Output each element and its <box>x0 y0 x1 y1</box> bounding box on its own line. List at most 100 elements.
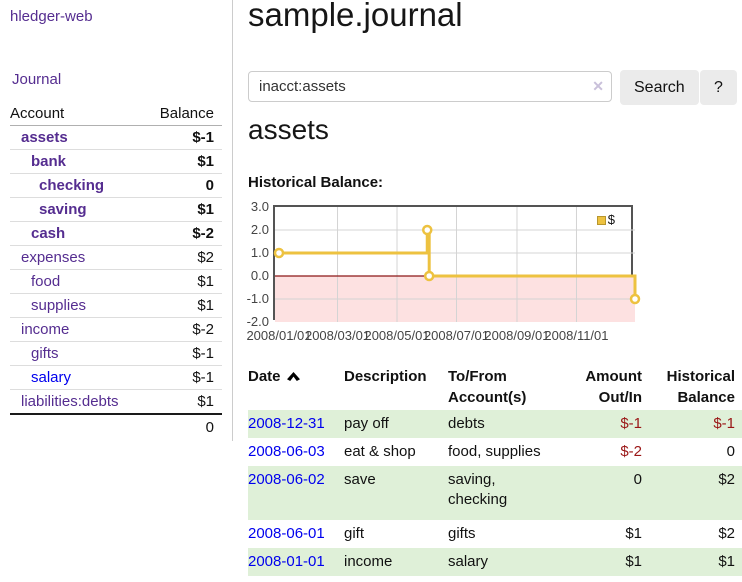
account-name-cell: gifts <box>10 341 145 366</box>
sidebar-account-link[interactable]: checking <box>39 177 105 194</box>
account-name-cell: food <box>10 269 145 294</box>
transaction-balance: $2 <box>718 525 735 542</box>
column-header-label: Description <box>344 368 427 385</box>
transaction-description: income <box>344 553 393 570</box>
sidebar-account-link[interactable]: expenses <box>21 249 86 266</box>
y-axis-tick-label: -1.0 <box>246 291 269 306</box>
transaction-description: pay off <box>344 415 389 432</box>
y-axis-tick-label: 3.0 <box>250 199 269 214</box>
accounts-total-spacer <box>10 413 145 440</box>
column-header-to-from: To/From Account(s) <box>448 363 558 410</box>
transaction-date-link[interactable]: 2008-01-01 <box>248 553 325 570</box>
y-axis-tick-label: 1.0 <box>250 245 269 260</box>
account-row: food $1 <box>10 269 222 294</box>
transaction-description: eat & shop <box>344 443 416 460</box>
account-name-cell: bank <box>10 149 145 174</box>
transaction-date-link[interactable]: 2008-06-02 <box>248 471 325 488</box>
transaction-accounts: saving, checking <box>448 471 508 508</box>
sidebar-account-link[interactable]: gifts <box>31 345 59 362</box>
historical-balance-chart: $ 3.0 2.0 1.0 0.0 -1.0 -2.0 2008/01/01 2008/03/… <box>246 199 742 355</box>
help-button[interactable]: ? <box>700 70 737 105</box>
column-header-label-line2: Balance <box>677 389 735 406</box>
account-row: saving $1 <box>10 197 222 222</box>
search-button[interactable]: Search <box>620 70 699 105</box>
sidebar-account-link[interactable]: liabilities:debts <box>21 393 119 410</box>
column-header-label: To/From <box>448 368 507 385</box>
transaction-description: save <box>344 471 376 488</box>
accounts-table: Account Balance assets $-1 bank $1 checking 0… <box>10 102 222 440</box>
account-name-cell: supplies <box>10 293 145 318</box>
x-axis-tick-label: 2008/07/01 <box>423 328 490 343</box>
sidebar-account-link[interactable]: assets <box>21 129 68 146</box>
sidebar-account-link[interactable]: food <box>31 273 61 290</box>
x-axis-tick-label: 2008/01/01 <box>246 328 312 343</box>
y-axis-tick-label: 0.0 <box>250 268 269 283</box>
data-point-marker <box>423 270 435 282</box>
column-header-description: Description <box>344 363 448 410</box>
account-row: expenses $2 <box>10 245 222 270</box>
sidebar-account-link[interactable]: supplies <box>31 297 87 314</box>
column-header-label: Historical <box>666 368 735 385</box>
account-name-cell: checking <box>10 173 145 198</box>
transaction-date-link[interactable]: 2008-06-03 <box>248 443 325 460</box>
chart-plot-area[interactable]: $ <box>273 205 641 322</box>
accounts-column-header: Account <box>10 102 145 126</box>
transaction-balance: $-1 <box>713 415 735 432</box>
search-box: ✕ <box>248 71 614 102</box>
page-title: sample.journal <box>248 0 463 33</box>
sidebar-account-link[interactable]: saving <box>39 201 87 218</box>
brand-link[interactable]: hledger-web <box>10 8 93 25</box>
transaction-accounts: food, supplies <box>448 443 541 460</box>
sidebar-account-link[interactable]: cash <box>31 225 66 242</box>
transaction-description: gift <box>344 525 365 542</box>
chart-legend: $ <box>595 212 616 227</box>
sort-ascending-icon <box>286 372 300 381</box>
chart-title: Historical Balance: <box>248 174 384 191</box>
transaction-amount: $1 <box>625 553 642 570</box>
sidebar-account-link[interactable]: bank <box>31 153 67 170</box>
column-header-label-line2: Out/In <box>598 389 642 406</box>
sidebar-account-link[interactable]: income <box>21 321 70 338</box>
transaction-date-cell: 2008-06-01 <box>248 520 344 548</box>
transaction-amount: $-2 <box>620 443 642 460</box>
transaction-date-link[interactable]: 2008-06-01 <box>248 525 325 542</box>
sidebar-account-link[interactable]: salary <box>31 369 72 386</box>
x-axis-tick-label: 2008/09/01 <box>484 328 550 343</box>
account-row: salary $-1 <box>10 365 222 390</box>
transaction-amount: $1 <box>625 525 642 542</box>
account-name-cell: saving <box>10 197 145 222</box>
nav-journal-link[interactable]: Journal <box>12 71 62 88</box>
account-name-cell: salary <box>10 365 145 390</box>
clear-search-icon[interactable]: ✕ <box>592 78 604 94</box>
x-axis-tick-label: 2008/05/01 <box>364 328 430 343</box>
transaction-amount: 0 <box>633 471 642 488</box>
x-axis-tick-label: 2008/11/01 <box>544 328 609 343</box>
transaction-date-cell: 2008-12-31 <box>248 410 344 438</box>
transaction-amount: $-1 <box>620 415 642 432</box>
account-balance: $-2 <box>144 221 222 246</box>
account-row: cash $-2 <box>10 221 222 246</box>
transaction-date-cell: 2008-06-03 <box>248 438 344 466</box>
legend-label: $ <box>607 212 615 227</box>
transaction-row: 2008-06-03 eat & shop food, supplies $-2 0 <box>248 438 742 466</box>
account-row: checking 0 <box>10 173 222 198</box>
account-balance: $-1 <box>144 365 222 390</box>
transaction-accounts: salary <box>448 553 489 570</box>
search-input[interactable] <box>248 71 612 102</box>
transaction-accounts: debts <box>448 415 485 432</box>
account-row: assets $-1 <box>10 126 222 150</box>
account-balance: $-2 <box>144 317 222 342</box>
column-header-date[interactable]: Date <box>248 363 344 410</box>
transaction-date-link[interactable]: 2008-12-31 <box>248 415 325 432</box>
transaction-date-cell: 2008-06-02 <box>248 466 344 520</box>
transaction-balance: $2 <box>718 471 735 488</box>
account-row: liabilities:debts $1 <box>10 389 222 414</box>
account-balance: $2 <box>144 245 222 270</box>
column-header-label-line2: Account(s) <box>448 389 527 406</box>
account-row: supplies $1 <box>10 293 222 318</box>
data-point-marker <box>422 224 433 236</box>
transaction-balance: $1 <box>718 553 735 570</box>
account-name-cell: income <box>10 317 145 342</box>
chart-plot-svg <box>273 207 641 322</box>
account-name-cell: cash <box>10 221 145 246</box>
